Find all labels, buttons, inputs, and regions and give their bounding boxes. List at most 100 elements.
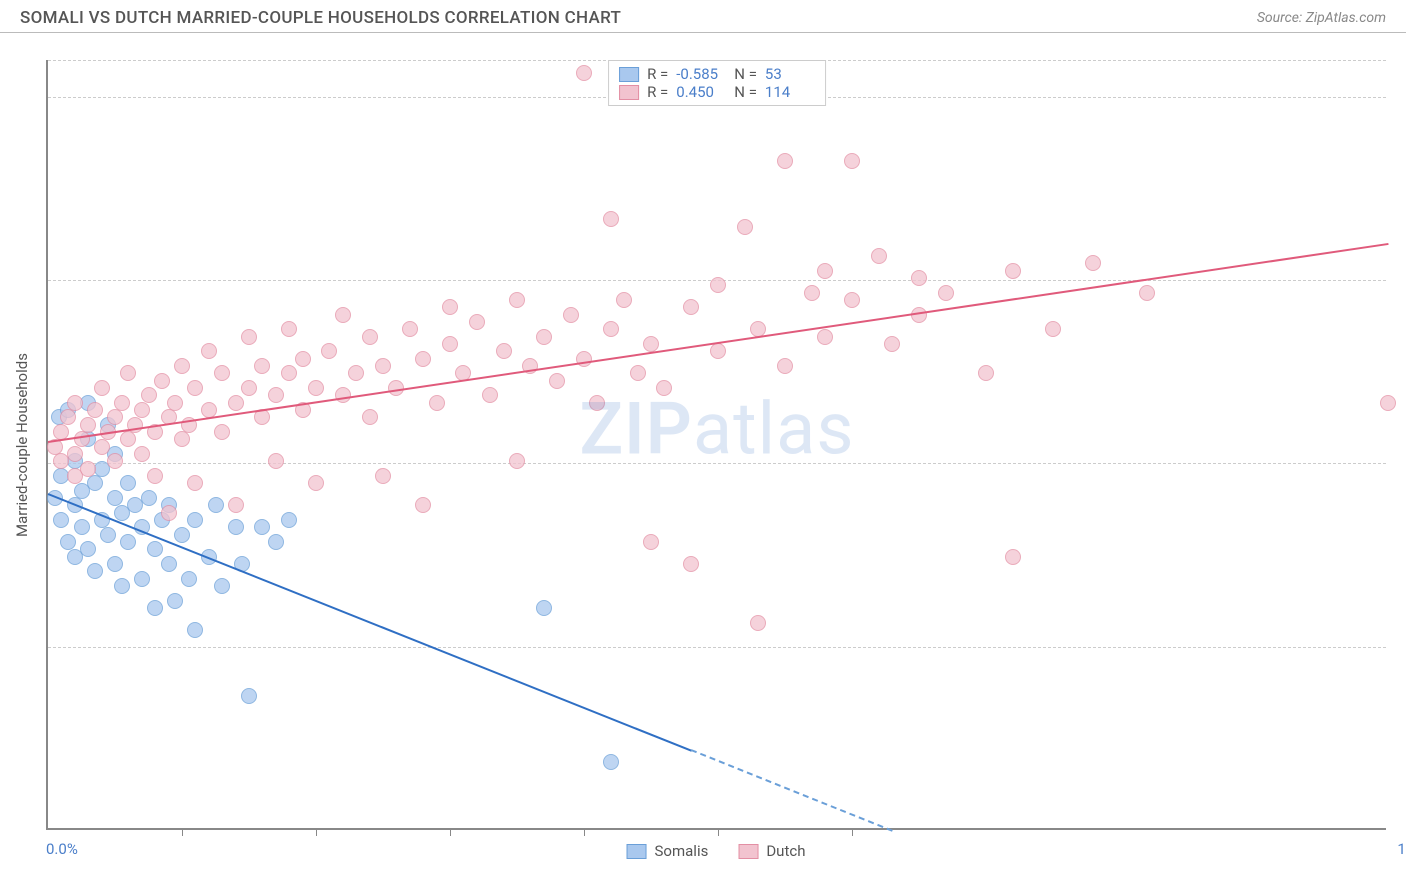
data-point [281, 321, 297, 337]
data-point [683, 556, 699, 572]
legend-swatch-dutch [619, 85, 639, 100]
data-point [187, 622, 203, 638]
data-point [683, 299, 699, 315]
data-point [630, 365, 646, 381]
data-point [80, 461, 96, 477]
data-point [1380, 395, 1396, 411]
data-point [187, 512, 203, 528]
legend-stats-row-1: R = 0.450 N = 114 [619, 83, 815, 101]
trend-line [48, 493, 692, 752]
data-point [415, 351, 431, 367]
data-point [228, 519, 244, 535]
data-point [67, 395, 83, 411]
data-point [817, 329, 833, 345]
data-point [174, 431, 190, 447]
data-point [268, 387, 284, 403]
data-point [549, 373, 565, 389]
data-point [100, 527, 116, 543]
data-point [208, 497, 224, 513]
data-point [241, 380, 257, 396]
data-point [938, 285, 954, 301]
data-point [978, 365, 994, 381]
x-tick [182, 828, 183, 836]
y-tick-label: 25.0% [1396, 638, 1406, 656]
data-point [603, 211, 619, 227]
data-point [536, 329, 552, 345]
x-tick [450, 828, 451, 836]
x-tick-label-left: 0.0% [46, 840, 78, 858]
data-point [656, 380, 672, 396]
data-point [241, 688, 257, 704]
data-point [201, 343, 217, 359]
data-point [871, 248, 887, 264]
data-point [187, 475, 203, 491]
data-point [161, 556, 177, 572]
data-point [141, 490, 157, 506]
data-point [1045, 321, 1061, 337]
data-point [87, 475, 103, 491]
legend-stats: R = -0.585 N = 53 R = 0.450 N = 114 [608, 60, 826, 106]
data-point [107, 409, 123, 425]
data-point [74, 519, 90, 535]
y-axis-label: Married-couple Households [13, 353, 31, 537]
data-point [60, 409, 76, 425]
x-tick [718, 828, 719, 836]
data-point [1005, 263, 1021, 279]
data-point [120, 365, 136, 381]
legend-item-dutch: Dutch [738, 842, 805, 860]
data-point [228, 395, 244, 411]
data-point [87, 563, 103, 579]
data-point [114, 578, 130, 594]
data-point [181, 571, 197, 587]
data-point [442, 336, 458, 352]
y-tick-label: 75.0% [1396, 271, 1406, 289]
chart-title: SOMALI VS DUTCH MARRIED-COUPLE HOUSEHOLD… [20, 8, 621, 28]
data-point [308, 475, 324, 491]
data-point [214, 424, 230, 440]
gridline [48, 463, 1386, 464]
legend-item-somalis: Somalis [627, 842, 709, 860]
data-point [214, 578, 230, 594]
data-point [67, 446, 83, 462]
data-point [402, 321, 418, 337]
data-point [94, 380, 110, 396]
legend-stats-row-0: R = -0.585 N = 53 [619, 65, 815, 83]
gridline [48, 647, 1386, 648]
data-point [107, 556, 123, 572]
data-point [375, 358, 391, 374]
data-point [335, 387, 351, 403]
data-point [154, 373, 170, 389]
plot-area: ZIPatlas R = -0.585 N = 53 R = 0.450 N =… [46, 60, 1386, 830]
data-point [120, 534, 136, 550]
data-point [134, 446, 150, 462]
data-point [1005, 549, 1021, 565]
legend-swatch-icon [738, 844, 758, 859]
data-point [777, 153, 793, 169]
data-point [87, 402, 103, 418]
x-tick-label-right: 100.0% [1397, 840, 1406, 858]
x-tick [584, 828, 585, 836]
legend-swatch-somalis [619, 67, 639, 82]
data-point [496, 343, 512, 359]
data-point [1139, 285, 1155, 301]
data-point [509, 453, 525, 469]
chart-header: SOMALI VS DUTCH MARRIED-COUPLE HOUSEHOLD… [0, 0, 1406, 33]
chart-container: Married-couple Households ZIPatlas R = -… [46, 60, 1386, 830]
data-point [161, 505, 177, 521]
data-point [107, 490, 123, 506]
watermark: ZIPatlas [579, 386, 854, 471]
data-point [147, 600, 163, 616]
data-point [254, 358, 270, 374]
data-point [120, 431, 136, 447]
data-point [214, 365, 230, 381]
data-point [442, 299, 458, 315]
data-point [174, 527, 190, 543]
data-point [429, 395, 445, 411]
data-point [469, 314, 485, 330]
data-point [74, 431, 90, 447]
data-point [362, 409, 378, 425]
data-point [710, 277, 726, 293]
data-point [141, 387, 157, 403]
data-point [80, 541, 96, 557]
data-point [643, 336, 659, 352]
